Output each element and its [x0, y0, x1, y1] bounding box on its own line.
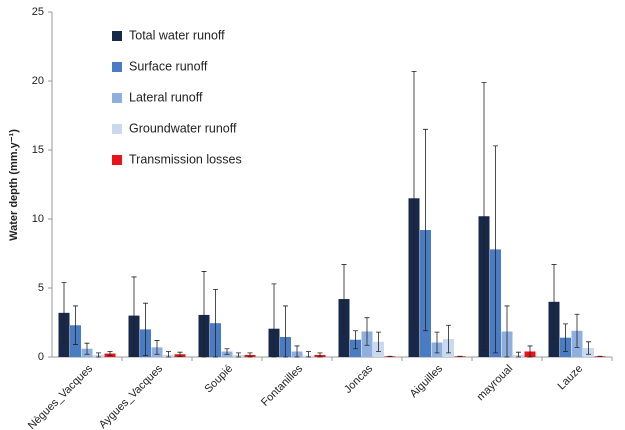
x-tick-label: mayroual [475, 363, 515, 403]
y-tick-label: 10 [32, 213, 44, 225]
legend-swatch [112, 62, 122, 72]
error-bar [213, 288, 218, 358]
y-axis-title: Water depth (mm.y⁻¹) [8, 129, 20, 241]
error-bar [201, 271, 207, 358]
error-bar [586, 341, 591, 355]
x-tick-label: Nègues_Vacques [26, 362, 96, 430]
error-bar [504, 305, 510, 358]
error-bar [61, 282, 67, 344]
error-bar [224, 348, 230, 355]
error-bar [131, 276, 137, 355]
error-bar [527, 345, 533, 358]
error-bar [96, 352, 101, 358]
error-bar [166, 351, 171, 358]
y-tick-label: 20 [32, 75, 44, 87]
legend-label: Lateral runoff [129, 90, 203, 104]
error-bar [446, 324, 451, 354]
error-bar [306, 351, 311, 358]
y-tick-label: 0 [38, 351, 44, 363]
error-bar [493, 145, 498, 354]
error-bar [411, 70, 417, 326]
error-bar [84, 342, 90, 355]
legend-swatch [112, 155, 122, 165]
x-tick-label: Aiguilles [408, 362, 446, 400]
y-tick-label: 15 [32, 144, 44, 156]
error-bar [434, 331, 440, 354]
error-bar [551, 264, 557, 340]
error-bar [271, 283, 277, 358]
error-bar [376, 331, 381, 352]
error-bar [353, 330, 358, 350]
legend-swatch [112, 31, 122, 41]
error-bar [247, 352, 253, 358]
x-tick-label: Lauze [555, 363, 585, 393]
error-bar [283, 305, 288, 358]
x-tick-label: Soupié [202, 363, 235, 396]
error-bar [563, 323, 568, 352]
x-tick-label: Aygues_Vacques [97, 362, 166, 430]
legend-label: Transmission losses [129, 152, 242, 166]
error-bar [177, 351, 183, 357]
error-bar [481, 81, 487, 351]
x-tick-label: Joncas [342, 362, 375, 395]
error-bar [516, 351, 521, 358]
error-bar [423, 128, 428, 332]
legend-label: Total water runoff [129, 28, 225, 42]
error-bar [143, 302, 148, 357]
legend-swatch [112, 124, 122, 134]
error-bar [341, 264, 347, 334]
error-bar [574, 313, 580, 348]
legend-label: Groundwater runoff [129, 121, 237, 135]
error-bar [73, 305, 78, 345]
error-bar [154, 340, 160, 355]
error-bar [236, 352, 241, 358]
error-bar [294, 345, 300, 358]
legend-label: Surface runoff [129, 59, 208, 73]
x-tick-label: Fontanilles [259, 362, 305, 408]
error-bar [364, 317, 370, 346]
y-tick-label: 25 [32, 6, 44, 18]
error-bar [107, 351, 113, 357]
y-tick-label: 5 [38, 282, 44, 294]
legend-swatch [112, 93, 122, 103]
error-bar [317, 352, 323, 358]
